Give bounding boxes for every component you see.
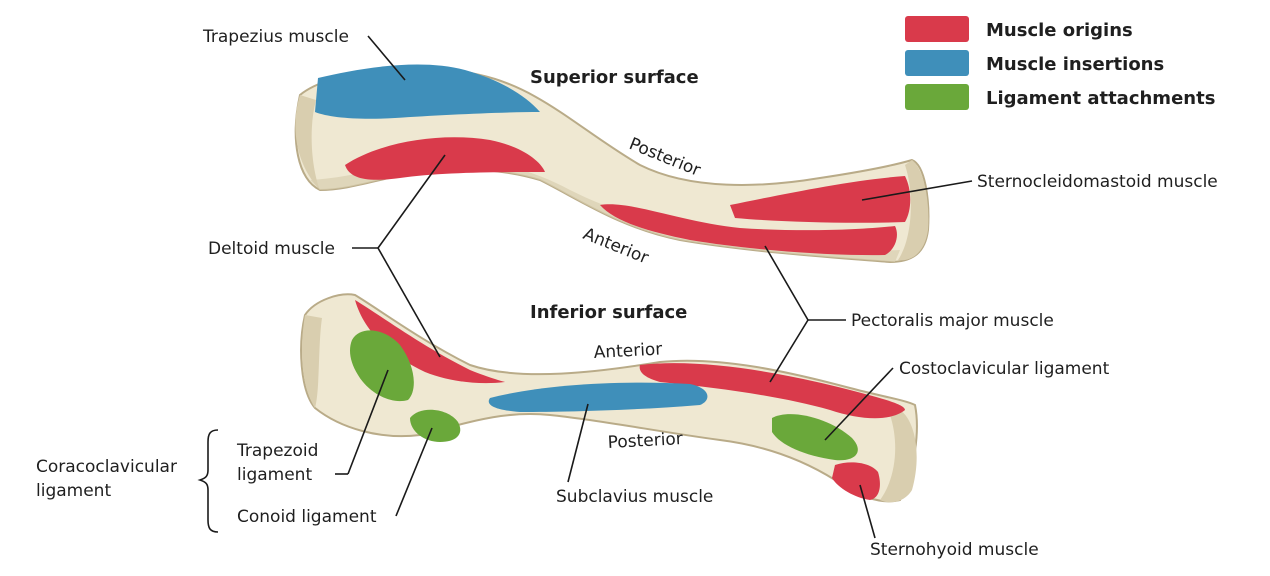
- inferior-surface-title: Inferior surface: [530, 302, 687, 323]
- legend-label-insertions: Muscle insertions: [986, 54, 1164, 75]
- sternal-end-inferior: [880, 410, 917, 503]
- legend-label-origins: Muscle origins: [986, 20, 1133, 41]
- leader-pectoralis-superior: [764, 245, 809, 321]
- sternocleidomastoid-origin-area: [730, 176, 911, 223]
- leader-trapezius: [367, 35, 406, 81]
- leader-costoclavicular: [824, 367, 894, 441]
- inferior-posterior-label: Posterior: [607, 429, 683, 453]
- superior-bone-shade: [310, 159, 900, 262]
- pectoralis-origin-area-inferior: [639, 363, 905, 419]
- sternohyoid-origin-area: [832, 462, 880, 500]
- label-trapezius: Trapezius muscle: [202, 27, 349, 47]
- leader-pectoralis-inferior: [769, 319, 809, 383]
- label-coracoclavicular-line1: Coracoclavicular: [36, 457, 177, 477]
- acromial-end-inferior: [302, 315, 322, 408]
- subclavius-insertion-area: [488, 382, 708, 412]
- leader-trapezoid: [347, 369, 389, 475]
- legend-swatch-ligaments: [905, 84, 969, 110]
- inferior-clavicle: [300, 293, 918, 503]
- legend: Muscle origins Muscle insertions Ligamen…: [905, 16, 1215, 110]
- superior-surface-title: Superior surface: [530, 67, 699, 88]
- deltoid-origin-area-superior: [345, 137, 545, 180]
- label-deltoid: Deltoid muscle: [208, 239, 335, 259]
- leader-deltoid-inferior: [377, 247, 441, 358]
- coracoclavicular-brace: [197, 429, 219, 533]
- sternal-end-superior: [898, 160, 929, 261]
- trapezoid-ligament-area: [350, 330, 414, 402]
- leader-lines: [197, 35, 973, 539]
- trapezius-insertion-area: [315, 64, 540, 119]
- leader-conoid: [395, 427, 433, 517]
- leader-sternohyoid: [859, 484, 876, 539]
- acromial-end-superior: [295, 95, 320, 190]
- label-trapezoid-line2: ligament: [237, 465, 312, 485]
- legend-swatch-insertions: [905, 50, 969, 76]
- legend-label-ligaments: Ligament attachments: [986, 88, 1215, 109]
- superior-clavicle: [294, 64, 930, 264]
- label-trapezoid-line1: Trapezoid: [236, 441, 318, 461]
- label-sternocleidomastoid: Sternocleidomastoid muscle: [977, 172, 1218, 192]
- inferior-anterior-label: Anterior: [593, 339, 663, 363]
- label-coracoclavicular-line2: ligament: [36, 481, 111, 501]
- label-subclavius: Subclavius muscle: [556, 487, 713, 507]
- leader-sternocleidomastoid: [861, 180, 973, 201]
- legend-swatch-origins: [905, 16, 969, 42]
- costoclavicular-ligament-area: [772, 414, 858, 461]
- leader-deltoid-superior: [377, 154, 446, 249]
- structure-labels: Trapezius muscle Deltoid muscle Sternocl…: [36, 27, 1218, 560]
- pectoralis-origin-area-superior: [600, 204, 897, 256]
- superior-anterior-label: Anterior: [580, 224, 651, 268]
- label-sternohyoid: Sternohyoid muscle: [870, 540, 1039, 560]
- conoid-ligament-area: [410, 409, 461, 442]
- leader-subclavius: [567, 403, 589, 483]
- label-costoclavicular: Costoclavicular ligament: [899, 359, 1110, 379]
- label-conoid: Conoid ligament: [237, 507, 377, 527]
- label-pectoralis: Pectoralis major muscle: [851, 311, 1054, 331]
